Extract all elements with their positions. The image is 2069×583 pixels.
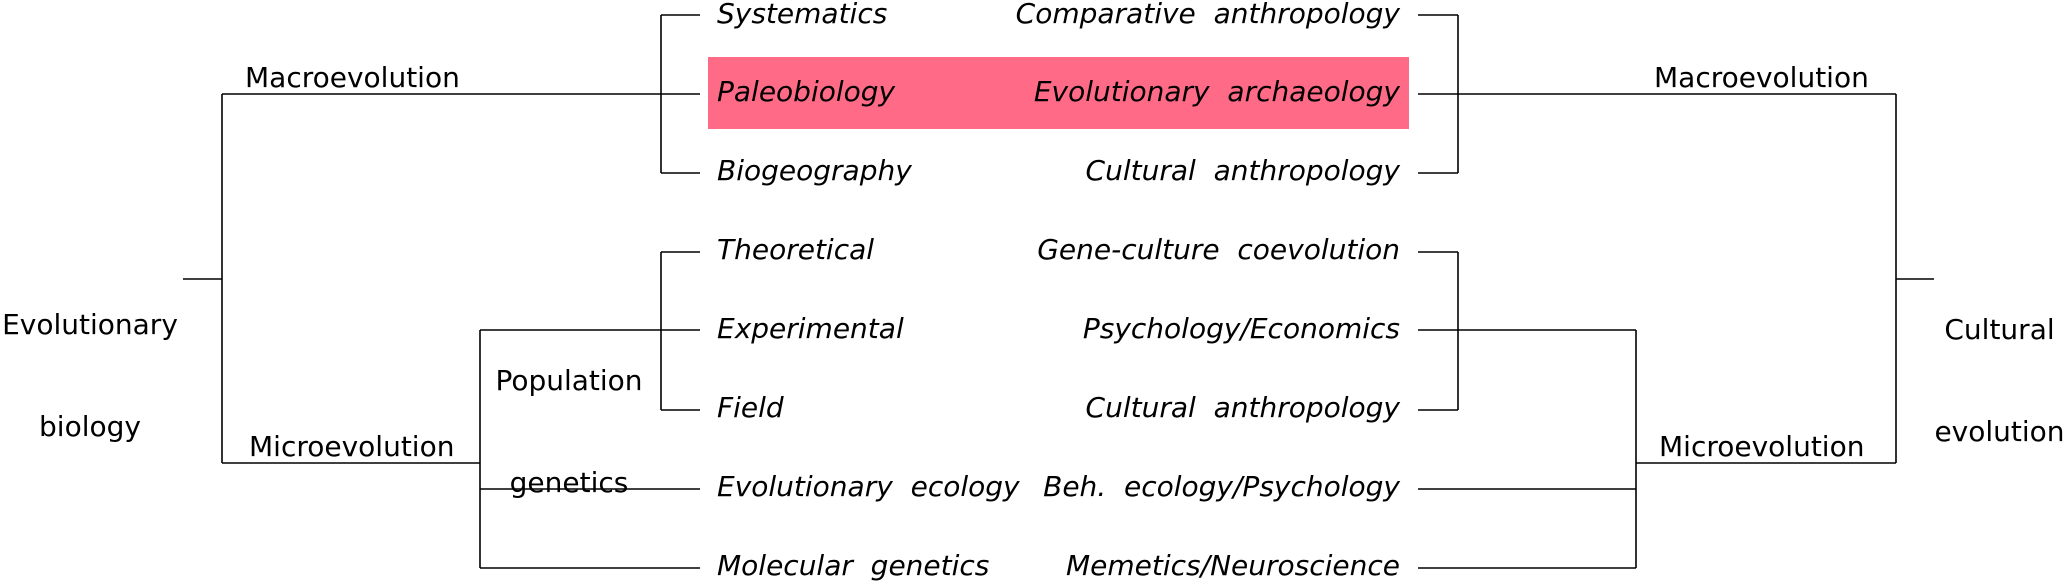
left-field-label: Evolutionary ecology: [717, 470, 1020, 503]
left-popgen-line1: Population: [495, 364, 643, 397]
left-field-label: Molecular genetics: [717, 549, 990, 582]
left-macro-label: Macroevolution: [245, 61, 460, 94]
left-field-label: Systematics: [717, 0, 888, 30]
left-popgen-line2: genetics: [509, 466, 629, 499]
right-field-label: Cultural anthropology: [1085, 154, 1400, 187]
left-popgen-label: Population genetics: [478, 296, 660, 568]
right-root-label: Cultural evolution: [1930, 245, 2069, 517]
left-root-label: Evolutionary biology: [0, 240, 180, 512]
right-root-label-line2: evolution: [1934, 415, 2065, 448]
left-root-label-line2: biology: [39, 410, 141, 443]
left-field-label: Biogeography: [717, 154, 912, 187]
right-field-label: Beh. ecology/Psychology: [1043, 470, 1400, 503]
right-field-label: Psychology/Economics: [1082, 312, 1400, 345]
right-field-label: Evolutionary archaeology: [1033, 75, 1400, 108]
right-field-label: Comparative anthropology: [1015, 0, 1400, 30]
left-field-label: Theoretical: [717, 233, 875, 266]
left-root-label-line1: Evolutionary: [2, 308, 178, 341]
left-field-label: Experimental: [717, 312, 904, 345]
right-macro-label: Macroevolution: [1654, 61, 1869, 94]
left-micro-label: Microevolution: [249, 430, 455, 463]
right-micro-label: Microevolution: [1659, 430, 1865, 463]
left-field-label: Paleobiology: [717, 75, 896, 108]
right-root-label-line1: Cultural: [1944, 313, 2055, 346]
right-field-label: Gene-culture coevolution: [1037, 233, 1400, 266]
highlight-box: [708, 57, 1409, 129]
right-field-label: Memetics/Neuroscience: [1066, 549, 1400, 582]
left-field-label: Field: [717, 391, 784, 424]
right-field-label: Cultural anthropology: [1085, 391, 1400, 424]
